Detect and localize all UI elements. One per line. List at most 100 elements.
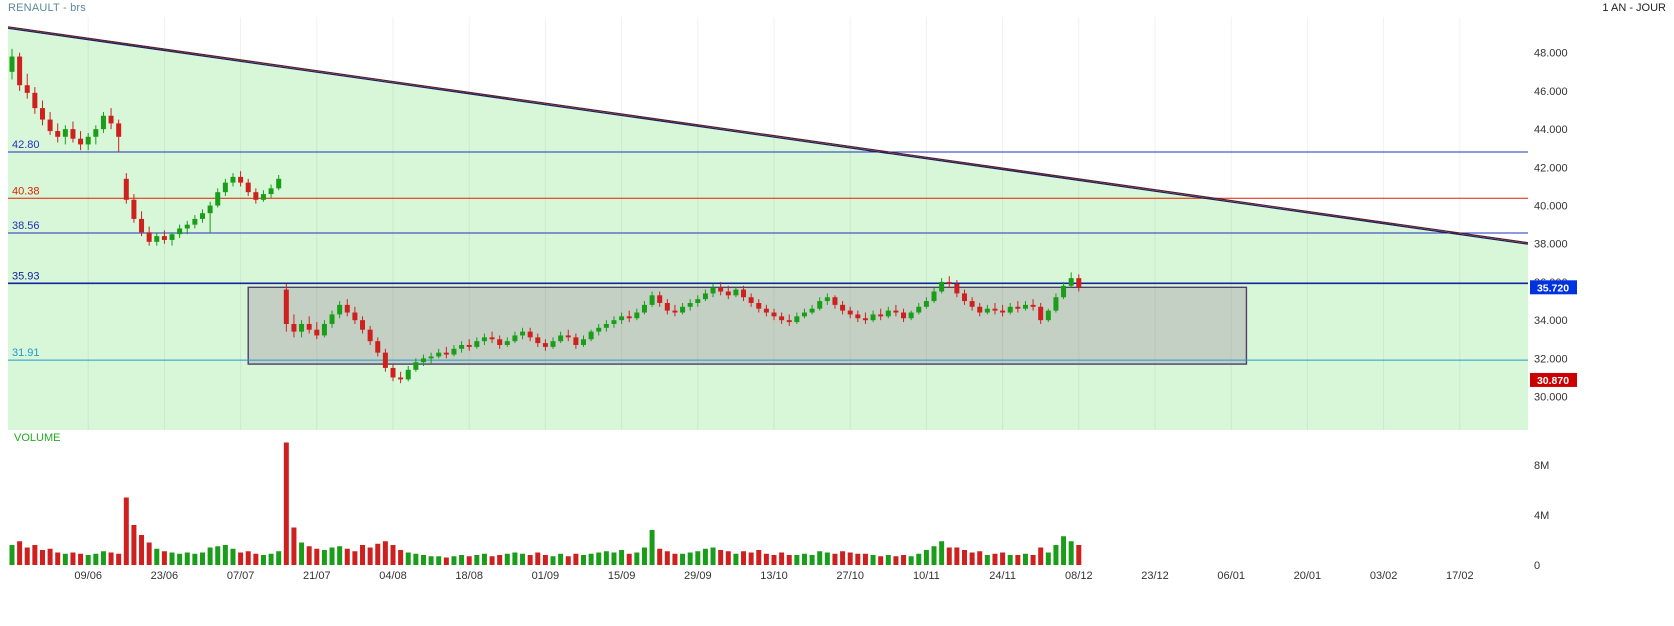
volume-bar [702,548,708,565]
candle-body [291,323,297,332]
candle-body [1030,304,1036,307]
price-tick-label: 44.000 [1534,124,1568,136]
volume-bar [603,551,609,565]
candle-body [352,312,358,321]
volume-bar [596,552,602,565]
candle-body [565,335,571,338]
candle-body [786,320,792,323]
volume-bar [801,553,807,565]
price-tick-label: 42.000 [1534,162,1568,174]
volume-bar [146,542,152,565]
volume-bar [680,553,686,565]
date-tick-label: 21/07 [303,570,331,582]
volume-bar [443,557,449,565]
instrument-title: RENAULT - brs [8,2,86,14]
volume-bar [85,555,91,565]
volume-bar [344,548,350,565]
candle-body [931,291,937,302]
candle-body [741,289,747,298]
volume-bar [908,556,914,565]
candle-body [1068,278,1074,286]
volume-bar [78,553,84,565]
volume-bar [161,551,167,565]
volume-bar [657,548,663,565]
volume-bar [535,552,541,565]
candle-body [634,312,640,319]
volume-bar [1045,552,1051,565]
volume-bar [1053,545,1059,565]
volume-bar [420,555,426,565]
level-label: 35.93 [12,270,40,282]
volume-bar [245,551,251,565]
volume-bar [809,555,815,565]
candle-body [405,369,411,380]
volume-bar [154,548,160,565]
volume-bar [215,546,221,565]
volume-bar [725,551,731,565]
volume-bar [649,530,655,565]
volume-bar [474,555,480,565]
price-tick-label: 32.000 [1534,353,1568,365]
candle-body [413,362,419,370]
volume-bar [192,553,198,565]
candle-body [161,236,167,240]
level-label: 31.91 [12,347,40,359]
last-price-badge [1530,372,1577,387]
volume-bar [39,550,45,565]
chart-background-area [8,27,1528,431]
date-tick-label: 24/11 [989,570,1016,582]
volume-bar [184,552,190,565]
volume-bar [619,550,625,565]
candle-body [314,329,320,336]
volume-bar [1000,552,1006,565]
candle-body [24,85,30,93]
candle-body [695,299,701,303]
trendline[interactable] [7,26,1529,244]
volume-tick-label: 0 [1534,560,1540,572]
candle-body [855,314,861,319]
candle-body [398,377,404,380]
volume-bar [946,547,952,565]
candle-body [809,308,815,313]
volume-bar [352,551,358,565]
volume-bar [398,550,404,565]
candle-body [908,312,914,319]
candle-body [337,304,343,315]
volume-bar [862,553,868,565]
range-box[interactable] [247,286,1248,365]
volume-bar [1015,555,1021,565]
candle-body [946,281,952,284]
volume-bar [1061,536,1067,565]
candle-body [862,318,868,321]
volume-bar [337,546,343,565]
candle-body [436,352,442,357]
trendline[interactable] [7,27,1529,245]
volume-bar [360,545,366,565]
candle-body [763,308,769,313]
last-price-badge [1530,280,1577,295]
candle-body [512,335,518,342]
candle-body [923,301,929,307]
volume-bar [855,553,861,565]
volume-bar [177,553,183,565]
volume-tick-label: 4M [1534,510,1549,522]
date-tick-label: 27/10 [836,570,864,582]
volume-bar [481,553,487,565]
candle-body [1061,285,1067,298]
price-tick-label: 46.000 [1534,86,1568,98]
volume-bar [1030,555,1036,565]
date-tick-label: 17/02 [1446,570,1474,582]
volume-bar [687,552,693,565]
volume-bar [222,545,228,565]
candle-body [93,129,99,137]
volume-bar [329,547,335,565]
candle-body [954,283,960,294]
date-tick-label: 01/09 [532,570,560,582]
candle-body [177,228,183,235]
candle-body [626,316,632,319]
volume-bar [55,552,61,565]
candle-body [542,343,548,347]
candle-body [619,316,625,321]
date-tick-label: 23/06 [151,570,179,582]
